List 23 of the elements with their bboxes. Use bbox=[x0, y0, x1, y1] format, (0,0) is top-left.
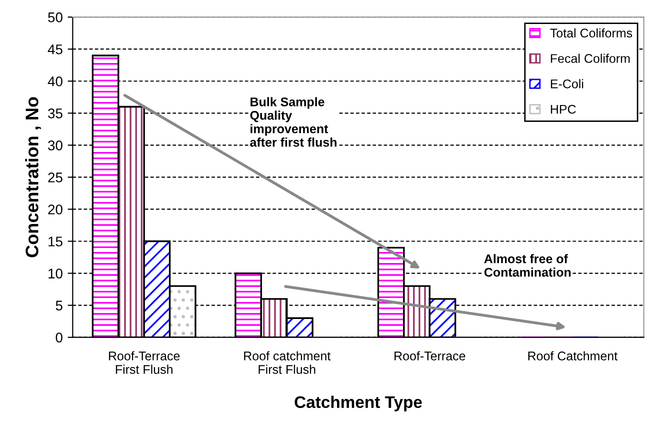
y-tick-label: 40 bbox=[48, 76, 62, 86]
y-axis-title: Concentration , No bbox=[25, 97, 42, 258]
legend-label: HPC bbox=[550, 104, 576, 114]
annotation: Almost free of Contamination bbox=[484, 254, 571, 277]
y-tick-label: 25 bbox=[48, 172, 62, 182]
y-tick-label: 50 bbox=[48, 12, 62, 22]
y-tick-label: 35 bbox=[48, 108, 62, 118]
y-tick-label: 20 bbox=[48, 204, 62, 214]
legend-label: E-Coli bbox=[550, 79, 584, 88]
x-tick-label: Roof-Terrace bbox=[394, 351, 466, 360]
annotation: Bulk Sample Quality improvement after first flush bbox=[250, 97, 336, 147]
x-tick-label: Roof catchment First Flush bbox=[244, 351, 331, 374]
legend-label: Total Coliforms bbox=[550, 28, 632, 38]
y-tick-label: 45 bbox=[48, 44, 62, 54]
x-tick-label: Roof Catchment bbox=[528, 351, 618, 360]
y-tick-label: 5 bbox=[56, 300, 62, 310]
y-tick-label: 15 bbox=[48, 236, 62, 246]
x-tick-label: Roof-Terrace First Flush bbox=[108, 351, 180, 374]
y-tick-label: 0 bbox=[56, 332, 62, 342]
legend-label: Fecal Coliform bbox=[550, 54, 630, 63]
y-tick-label: 10 bbox=[48, 268, 62, 278]
x-axis-title: Catchment Type bbox=[294, 396, 422, 412]
y-tick-label: 30 bbox=[48, 140, 62, 150]
